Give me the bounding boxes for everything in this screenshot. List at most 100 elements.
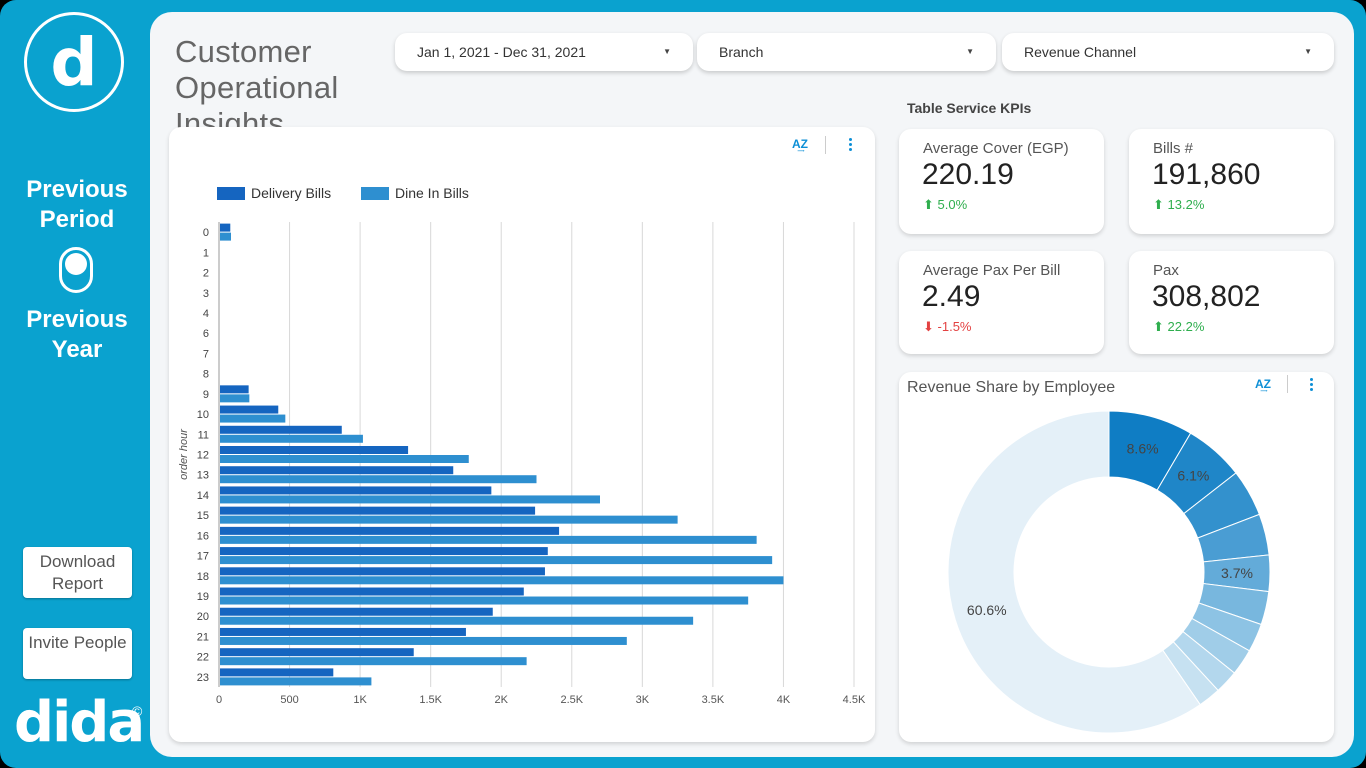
main-panel: Customer Operational Insights Jan 1, 202… <box>150 12 1354 757</box>
bar <box>220 648 414 657</box>
y-tick-label: 19 <box>197 591 209 603</box>
bar <box>220 627 466 636</box>
kpi-title: Average Pax Per Bill <box>923 262 1061 279</box>
bar <box>220 506 536 515</box>
x-tick-label: 3K <box>636 694 650 706</box>
donut-title: Revenue Share by Employee <box>907 379 1116 396</box>
bar <box>220 526 560 535</box>
y-tick-label: 10 <box>197 409 209 421</box>
bar <box>220 385 249 394</box>
legend-swatch <box>361 187 389 200</box>
y-tick-label: 1 <box>203 247 209 259</box>
bar <box>220 587 524 596</box>
bar <box>220 616 694 625</box>
bar <box>220 567 545 576</box>
kpi-card-average-cover: Average Cover (EGP) 220.19 ⬆ 5.0% <box>899 129 1104 234</box>
donut-slice <box>947 410 1201 734</box>
bar <box>220 405 279 414</box>
slice-label: 8.6% <box>1127 440 1159 456</box>
bar <box>220 576 784 585</box>
logo-letter: d <box>50 24 97 101</box>
toolbar-divider <box>1287 375 1288 393</box>
kpi-delta-value: 22.2% <box>1167 319 1205 334</box>
copyright-icon: © <box>132 703 143 719</box>
kpi-delta: ⬆ 5.0% <box>923 197 967 213</box>
bar-chart: 0 500 1K 1.5K 2K 2.5K 3K 3.5K 4K 4.5K Delivery Bil… <box>178 185 866 706</box>
date-range-filter[interactable]: Jan 1, 2021 - Dec 31, 2021 ▼ <box>395 33 693 71</box>
bar <box>220 495 600 504</box>
kpi-delta: ⬆ 13.2% <box>1153 197 1204 213</box>
slice-label: 6.1% <box>1177 468 1209 484</box>
y-tick-label: 8 <box>203 369 209 381</box>
previous-year-label[interactable]: Previous Year <box>26 306 128 363</box>
bar <box>220 232 231 241</box>
arrow-up-icon: ⬆ <box>1153 319 1164 334</box>
y-axis-label: order hour <box>178 428 190 480</box>
download-report-button[interactable]: Download Report <box>23 547 132 598</box>
dida-logo-icon: d <box>24 12 124 112</box>
arrow-up-icon: ⬆ <box>923 197 934 212</box>
more-options-icon[interactable] <box>849 138 853 153</box>
revenue-channel-value: Revenue Channel <box>1024 44 1137 60</box>
donut-chart-card: Revenue Share by Employee A͢Z 8.6% 6.1% 3.… <box>899 372 1334 742</box>
date-range-value: Jan 1, 2021 - Dec 31, 2021 <box>417 44 586 60</box>
legend-swatch <box>217 187 245 200</box>
y-tick-label: 9 <box>203 389 209 401</box>
y-tick-label: 3 <box>203 288 209 300</box>
x-tick-label: 4K <box>777 694 791 706</box>
bar <box>220 446 409 454</box>
y-tick-label: 2 <box>203 268 209 280</box>
kpi-section-label: Table Service KPIs <box>907 100 1032 116</box>
period-toggle[interactable] <box>59 247 93 293</box>
y-tick-label: 15 <box>197 510 209 522</box>
sort-az-icon[interactable]: A͢Z <box>792 137 808 151</box>
slice-label: 60.6% <box>967 602 1007 618</box>
slice-label: 3.7% <box>1221 565 1253 581</box>
bar <box>220 596 749 605</box>
kpi-value: 220.19 <box>922 158 1014 191</box>
bar <box>220 425 342 434</box>
x-tick-label: 3.5K <box>702 694 725 706</box>
bar <box>220 677 372 686</box>
y-tick-label: 13 <box>197 470 209 482</box>
y-tick-label: 14 <box>197 490 209 502</box>
kpi-title: Bills # <box>1153 140 1194 157</box>
y-tick-label: 22 <box>197 652 209 664</box>
y-tick-label: 4 <box>203 308 209 320</box>
chevron-down-icon: ▼ <box>966 47 974 56</box>
more-options-icon[interactable] <box>1310 378 1314 393</box>
bar <box>220 657 527 666</box>
y-tick-label: 12 <box>197 450 209 462</box>
bar <box>220 636 627 645</box>
revenue-channel-filter[interactable]: Revenue Channel ▼ <box>1002 33 1334 71</box>
kpi-delta: ⬆ 22.2% <box>1153 319 1204 335</box>
kpi-value: 191,860 <box>1152 158 1261 191</box>
dida-wordmark: dida <box>14 690 145 755</box>
y-tick-label: 16 <box>197 530 209 542</box>
kpi-card-bills: Bills # 191,860 ⬆ 13.2% <box>1129 129 1334 234</box>
x-tick-label: 0 <box>216 694 222 706</box>
x-tick-label: 1.5K <box>419 694 442 706</box>
kpi-title: Average Cover (EGP) <box>923 140 1069 157</box>
branch-filter[interactable]: Branch ▼ <box>697 33 996 71</box>
y-tick-label: 0 <box>203 227 209 239</box>
kpi-value: 308,802 <box>1152 280 1261 313</box>
x-tick-label: 4.5K <box>843 694 866 706</box>
chevron-down-icon: ▼ <box>1304 47 1312 56</box>
bar <box>220 535 757 544</box>
sort-az-icon[interactable]: A͢Z <box>1255 377 1271 391</box>
y-tick-label: 11 <box>198 429 209 441</box>
bar-chart-card: A͢Z 0 500 1K 1.5K 2K 2.5K 3K 3.5K 4K 4.5K Delivery… <box>169 127 875 742</box>
arrow-up-icon: ⬆ <box>1153 197 1164 212</box>
bar <box>220 414 286 423</box>
bar <box>220 547 548 556</box>
previous-period-label[interactable]: Previous Period <box>26 176 128 233</box>
bar <box>220 668 334 677</box>
y-tick-label: 18 <box>197 571 209 583</box>
toolbar-divider <box>825 136 826 154</box>
invite-people-button[interactable]: Invite People <box>23 628 132 679</box>
legend-label: Delivery Bills <box>251 185 331 201</box>
bar <box>220 475 537 484</box>
y-tick-label: 6 <box>203 328 209 340</box>
